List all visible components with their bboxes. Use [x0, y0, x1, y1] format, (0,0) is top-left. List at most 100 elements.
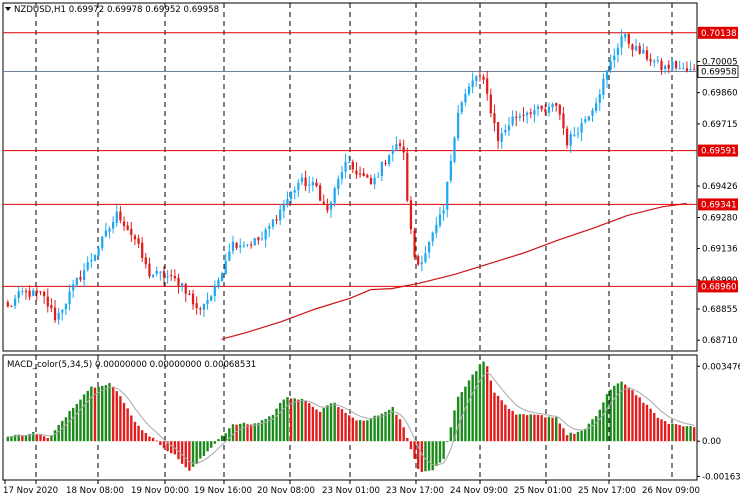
- macd-histogram-bar: [431, 441, 434, 471]
- candle-up: [271, 219, 275, 227]
- candle-up: [598, 94, 601, 103]
- candle-up: [507, 125, 511, 131]
- time-tick-label: 25 Nov 17:00: [578, 486, 636, 496]
- price-level-tag: [698, 198, 738, 211]
- macd-histogram-bar: [674, 424, 678, 442]
- macd-histogram-bar: [202, 441, 206, 456]
- price-level-tag-label: 0.69341: [701, 200, 737, 210]
- macd-histogram-bar: [692, 427, 696, 442]
- candle-up: [395, 143, 398, 151]
- candle-up: [653, 61, 656, 63]
- macd-histogram-bar: [195, 441, 198, 464]
- candle-up: [279, 209, 282, 221]
- macd-histogram-bar: [224, 433, 227, 442]
- candle-up: [689, 69, 692, 71]
- macd-histogram-bar: [387, 409, 391, 442]
- macd-histogram-bar: [126, 408, 129, 442]
- time-tick-label: 20 Nov 08:00: [257, 486, 315, 496]
- candle-down: [562, 113, 565, 129]
- candle-up: [511, 116, 514, 125]
- macd-histogram-bar: [115, 391, 118, 442]
- macd-histogram-bar: [522, 414, 525, 442]
- candle-down: [398, 143, 402, 146]
- macd-histogram-bar: [133, 421, 137, 442]
- candle-up: [464, 93, 467, 103]
- macd-histogram-bar: [228, 428, 231, 442]
- candle-down: [141, 242, 144, 258]
- candle-up: [220, 273, 224, 281]
- macd-histogram-bar: [656, 417, 660, 442]
- macd-histogram-bar: [206, 441, 209, 452]
- candle-down: [144, 257, 147, 265]
- candle-up: [329, 202, 333, 210]
- time-tick-label: 17 Nov 2020: [3, 486, 58, 496]
- candle-up: [286, 199, 289, 205]
- macd-histogram-bar: [500, 400, 503, 442]
- candle-up: [388, 155, 391, 165]
- macd-histogram-bar: [558, 423, 562, 442]
- macd-histogram-bar: [42, 436, 46, 442]
- macd-histogram-bar: [188, 441, 191, 471]
- macd-histogram-bar: [64, 417, 68, 442]
- macd-histogram-bar: [496, 395, 500, 442]
- macd-histogram-bar: [609, 389, 612, 442]
- macd-histogram-bar: [35, 434, 39, 442]
- candle-up: [268, 226, 271, 229]
- macd-signal-line: [7, 372, 695, 466]
- current-price-tag: [697, 65, 739, 78]
- macd-histogram-bar: [685, 426, 689, 442]
- price-tick-label: 0.69136: [702, 245, 738, 255]
- candle-up: [380, 161, 383, 176]
- macd-histogram-bar: [231, 424, 235, 442]
- candle-up: [449, 160, 452, 181]
- macd-histogram-bar: [536, 414, 540, 442]
- candle-down: [406, 152, 409, 201]
- macd-histogram-bar: [347, 415, 351, 442]
- macd-histogram-bar: [57, 424, 60, 442]
- candle-up: [420, 262, 423, 265]
- time-tick-label: 23 Nov 01:00: [322, 486, 380, 496]
- macd-histogram-bar: [449, 427, 453, 442]
- time-tick-label: 24 Nov 09:00: [450, 486, 508, 496]
- candle-down: [693, 69, 696, 71]
- macd-histogram-bar: [68, 410, 71, 442]
- candle-down: [24, 290, 28, 292]
- price-level-tag-label: 0.69591: [701, 147, 737, 157]
- candle-down: [257, 237, 260, 241]
- candle-down: [627, 33, 630, 44]
- candle-up: [605, 70, 609, 80]
- macd-histogram-bar: [151, 437, 155, 442]
- candle-down: [10, 305, 13, 307]
- candle-up: [231, 241, 235, 251]
- macd-histogram-bar: [315, 409, 318, 442]
- time-tick-label: 19 Nov 16:00: [194, 486, 252, 496]
- candle-up: [21, 291, 24, 293]
- candle-up: [151, 274, 155, 277]
- macd-histogram-bar: [199, 441, 202, 459]
- candle-down: [544, 109, 547, 112]
- macd-histogram-bar: [594, 416, 598, 442]
- macd-histogram-bar: [337, 407, 340, 442]
- candle-up: [504, 129, 507, 133]
- macd-histogram-bar: [293, 398, 296, 442]
- candle-down: [362, 173, 365, 177]
- price-level-tag: [698, 26, 738, 39]
- candle-up: [391, 150, 394, 154]
- candle-up: [340, 172, 344, 179]
- candle-down: [478, 75, 482, 77]
- candle-down: [413, 230, 416, 258]
- candle-down: [133, 235, 137, 240]
- macd-histogram-bar: [17, 434, 20, 442]
- macd-histogram-bar: [235, 424, 238, 442]
- candle-up: [108, 228, 111, 232]
- time-tick-label: 23 Nov 17:00: [386, 486, 444, 496]
- price-tick-label: 0.70005: [702, 57, 738, 67]
- macd-histogram-bar: [362, 420, 365, 442]
- candle-up: [377, 176, 380, 178]
- macd-histogram-bar: [180, 441, 184, 464]
- candle-up: [438, 214, 442, 226]
- macd-histogram-bar: [478, 364, 482, 442]
- candle-up: [260, 238, 264, 240]
- macd-histogram-bar: [239, 423, 242, 442]
- dropdown-triangle-icon: [5, 7, 11, 11]
